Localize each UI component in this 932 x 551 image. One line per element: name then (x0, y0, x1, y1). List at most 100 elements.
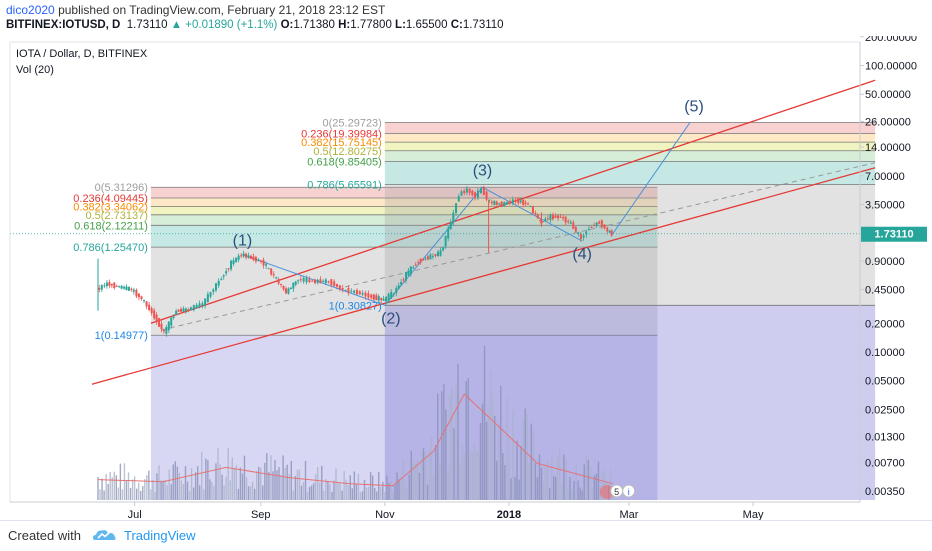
candle-body (382, 298, 385, 301)
candle-body (539, 220, 542, 222)
volume-bar (412, 461, 415, 500)
close-value: 1.73110 (462, 19, 504, 31)
volume-bar (282, 455, 284, 500)
volume-bar (337, 482, 339, 500)
author-link[interactable]: dico2020 (6, 3, 55, 17)
candle-body (158, 318, 161, 327)
volume-bar (103, 490, 105, 500)
volume-bar (131, 479, 134, 500)
candle-body (431, 255, 434, 257)
volume-bar (264, 462, 266, 500)
candle-body (143, 300, 146, 302)
candle-body (113, 282, 116, 288)
volume-bar (394, 484, 396, 500)
up-arrow-icon: ▲ (170, 19, 183, 31)
volume-bar (550, 455, 553, 500)
volume-indicator-label: Vol (20) (16, 64, 54, 76)
volume-bar (276, 470, 278, 500)
candle-body (397, 285, 400, 289)
candle-body (153, 310, 156, 319)
tradingview-link[interactable]: TradingView (124, 528, 196, 543)
y-tick-label: 200.00000 (865, 36, 917, 44)
candle-body (294, 281, 297, 285)
candle-body (600, 220, 603, 227)
candle-body (372, 294, 375, 300)
volume-bar (319, 482, 321, 500)
candle-body (434, 254, 437, 256)
candle-body (170, 317, 173, 326)
volume-bar (367, 486, 370, 500)
candle-body (606, 227, 609, 232)
candle-body (400, 282, 403, 285)
axes-layer: 200.00000 100.00000 50.00000 26.00000 14.000… (9, 36, 927, 520)
volume-bar (587, 459, 589, 500)
price-chart[interactable]: 0(5.31296)0.236(4.09445)0.382(3.34062)0.… (0, 36, 932, 520)
volume-bar (231, 457, 233, 500)
y-tick-label: 0.20000 (865, 318, 905, 330)
volume-bar (477, 452, 480, 500)
candle-body (103, 285, 106, 287)
volume-bar (203, 489, 205, 500)
volume-bar (463, 453, 465, 500)
volume-bar (127, 472, 130, 500)
volume-bar (280, 475, 282, 500)
volume-bar (581, 490, 583, 500)
volume-bar (357, 474, 360, 500)
volume-bar (355, 484, 358, 500)
candle-body (217, 280, 220, 286)
volume-bar (461, 444, 463, 500)
last-price: 1.73110 (126, 19, 168, 31)
fib-zone-band (384, 133, 876, 143)
candle-body (135, 289, 138, 297)
y-tick-label: 0.90000 (865, 256, 905, 268)
volume-bar (331, 491, 333, 500)
candle-body (192, 305, 195, 311)
volume-bar (398, 479, 400, 500)
candle-body (439, 250, 442, 256)
candle-body (297, 280, 300, 282)
candle-body (249, 255, 252, 259)
candle-body (567, 221, 570, 223)
last-price-tag (861, 226, 927, 242)
candle-body (206, 294, 209, 303)
fib-level-label: 0.382(3.34062) (73, 201, 148, 213)
volume-bar (272, 471, 274, 500)
volume-bar (455, 381, 457, 500)
volume-bar (329, 483, 331, 500)
candle-body (598, 221, 601, 224)
candle-body (577, 232, 580, 234)
volume-bar (534, 462, 537, 500)
volume-bar (422, 448, 425, 500)
volume-bar (174, 461, 177, 500)
candle-body (284, 288, 287, 294)
fib-zone-band (150, 206, 658, 215)
candle-body (444, 235, 447, 247)
volume-bar (288, 474, 290, 500)
volume-bar (548, 488, 551, 500)
candle-body (419, 258, 422, 263)
volume-bar (152, 480, 154, 500)
volume-bar (400, 477, 402, 500)
volume-bar (597, 461, 600, 500)
candle-body (184, 308, 187, 311)
volume-bar (321, 465, 323, 500)
publish-text: published on TradingView.com, February 2… (58, 3, 386, 17)
volume-bar (542, 482, 545, 500)
high-label: H: (338, 19, 351, 31)
candle-body (375, 295, 378, 301)
candle-body (422, 258, 425, 261)
candle-body (424, 258, 427, 260)
volume-bar (201, 451, 203, 500)
volume-bar (298, 469, 301, 500)
candle-body (546, 218, 549, 220)
volume-bar (418, 472, 421, 500)
volume-bar (215, 463, 217, 500)
candle-body (98, 288, 101, 290)
volume-bar (528, 463, 530, 500)
volume-bar (567, 489, 569, 500)
volume-bar (105, 474, 107, 500)
volume-bar (487, 409, 490, 500)
candle-body (333, 281, 336, 287)
candle-body (105, 282, 108, 287)
volume-bar (308, 486, 311, 500)
